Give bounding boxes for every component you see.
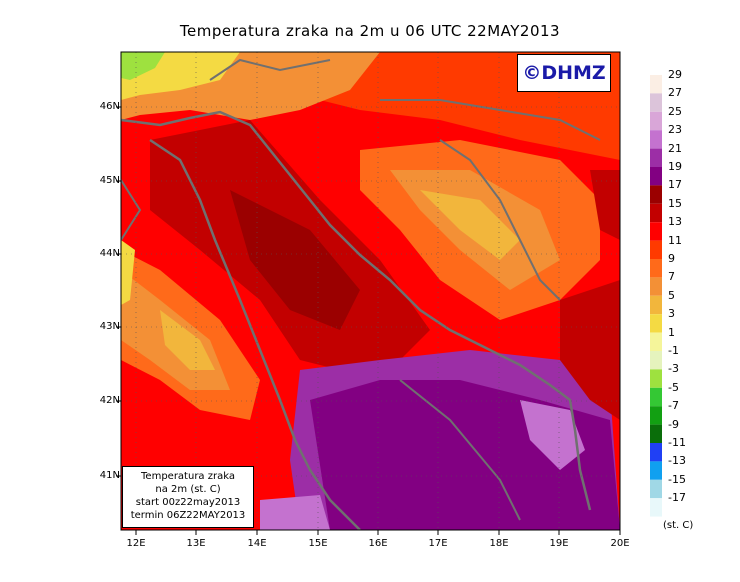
colorbar-label: 21 — [668, 141, 682, 155]
colorbar-label: 7 — [668, 270, 675, 284]
colorbar-swatch — [650, 461, 662, 480]
colorbar-swatch — [650, 111, 662, 131]
lon-label-15e: 15E — [308, 538, 328, 549]
colorbar-swatch — [650, 130, 662, 149]
colorbar-swatch — [650, 479, 662, 499]
lat-label-44n: 44N — [99, 248, 120, 259]
colorbar-swatch — [650, 203, 662, 223]
lat-label-46n: 46N — [99, 101, 120, 112]
colorbar-label: -1 — [668, 344, 679, 357]
colorbar-swatch — [650, 498, 662, 517]
lon-label-18e: 18E — [489, 538, 509, 549]
colorbar-label: 17 — [668, 178, 682, 192]
lon-label-17e: 17E — [428, 538, 448, 549]
colorbar-swatch — [650, 351, 662, 370]
info-line-1: Temperatura zraka — [141, 471, 235, 482]
lon-label-14e: 14E — [247, 538, 267, 549]
colorbar-label: -5 — [668, 380, 679, 394]
colorbar-swatch — [650, 369, 662, 388]
colorbar-label: 19 — [668, 160, 682, 173]
colorbar-swatch — [650, 332, 662, 351]
colorbar-label: -7 — [668, 399, 679, 413]
lat-label-43n: 43N — [99, 321, 120, 332]
colorbar-swatch — [650, 277, 662, 296]
lon-label-16e: 16E — [368, 538, 388, 549]
info-line-2: na 2m (st. C) — [155, 484, 221, 495]
colorbar-label: -3 — [668, 362, 679, 376]
colorbar-swatch — [650, 75, 662, 94]
colorbar-label: -15 — [668, 472, 686, 486]
map-title: Temperatura zraka na 2m u 06 UTC 22MAY20… — [179, 22, 561, 40]
dhmz-logo: ©DHMZ — [517, 54, 611, 92]
colorbar-swatch — [650, 387, 662, 407]
colorbar-label: 25 — [668, 104, 682, 118]
colorbar-swatch — [650, 443, 662, 462]
colorbar-label: 3 — [668, 307, 675, 321]
colorbar-swatch — [650, 424, 662, 443]
colorbar-label: -11 — [668, 436, 686, 449]
colorbar-label: -17 — [668, 491, 686, 505]
colorbar-swatch — [650, 314, 662, 333]
colorbar-label: 23 — [668, 123, 682, 137]
colorbar-label: 29 — [668, 68, 682, 81]
colorbar-swatch — [650, 240, 662, 259]
colorbar-swatch — [650, 295, 662, 315]
colorbar-label: 1 — [668, 325, 675, 339]
colorbar-label: 11 — [668, 233, 682, 247]
temperature-field — [121, 52, 620, 530]
info-line-3: start 00z22may2013 — [135, 497, 241, 508]
colorbar-swatch — [650, 185, 662, 204]
colorbar-label: -13 — [668, 454, 686, 468]
lon-label-12e: 12E — [126, 538, 146, 549]
colorbar-swatch — [650, 222, 662, 241]
info-box: Temperatura zraka na 2m (st. C) start 00… — [122, 466, 254, 528]
colorbar-label: 27 — [668, 86, 682, 100]
colorbar-swatch — [650, 148, 662, 167]
lat-label-42n: 42N — [99, 395, 120, 406]
colorbar-swatch — [650, 167, 662, 186]
lat-label-45n: 45N — [99, 175, 120, 186]
lon-label-20e: 20E — [610, 538, 630, 549]
lat-label-41n: 41N — [99, 470, 120, 481]
colorbar-swatch — [650, 406, 662, 425]
colorbar-label: 15 — [668, 196, 682, 210]
colorbar-swatch — [650, 93, 662, 112]
colorbar-unit: (st. C) — [663, 520, 694, 531]
lon-label-19e: 19E — [549, 538, 569, 549]
colorbar-label: 5 — [668, 288, 675, 302]
colorbar-label: 9 — [668, 252, 675, 265]
info-line-4: termin 06Z22MAY2013 — [130, 510, 246, 521]
colorbar — [650, 75, 662, 517]
colorbar-swatch — [650, 259, 662, 278]
colorbar-label: 13 — [668, 215, 682, 229]
colorbar-label: -9 — [668, 417, 679, 431]
lon-label-13e: 13E — [186, 538, 206, 549]
